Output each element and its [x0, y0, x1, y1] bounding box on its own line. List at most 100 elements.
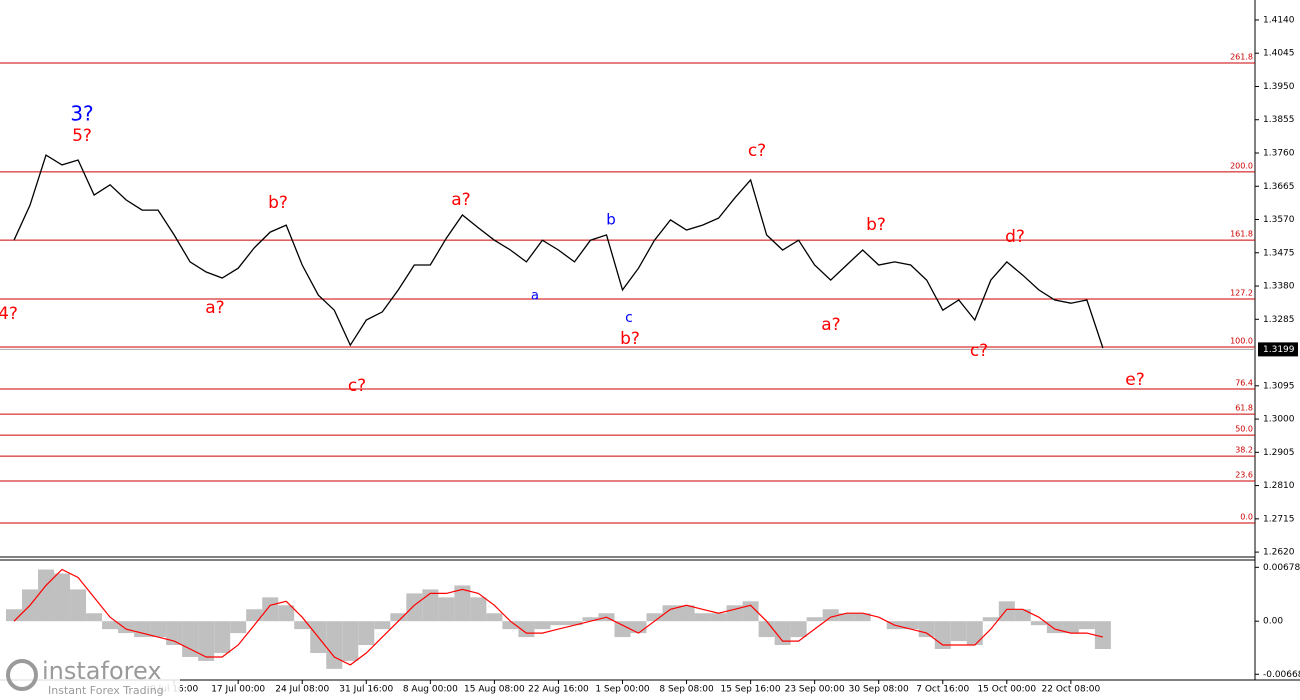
wave-label: 5?: [72, 126, 92, 146]
y-tick-label: 1.2620: [1263, 548, 1295, 558]
y-tick-label: 1.2810: [1263, 481, 1295, 491]
histogram-bar: [838, 613, 855, 622]
wave-label: c?: [748, 141, 766, 161]
wave-label: a?: [821, 315, 840, 335]
wave-label: b?: [268, 193, 288, 213]
osc-tick-label: 0.00678: [1263, 563, 1300, 573]
histogram-bar: [998, 601, 1015, 622]
fib-label: 200.0: [1230, 161, 1253, 170]
histogram-bar: [694, 613, 711, 622]
histogram-bar: [1046, 621, 1063, 634]
histogram-bar: [86, 613, 103, 622]
y-tick-label: 1.3855: [1263, 115, 1295, 125]
histogram-bar: [1030, 621, 1047, 626]
wave-label: a?: [205, 298, 224, 318]
histogram-bar: [198, 621, 215, 661]
histogram-bar: [326, 621, 343, 669]
wave-label: b?: [866, 215, 886, 235]
histogram-bar: [662, 605, 679, 622]
brand-tagline: Instant Forex Trading: [48, 684, 164, 697]
y-tick-label: 1.2905: [1263, 448, 1295, 458]
last-price-label: 1.3199: [1263, 345, 1295, 355]
histogram-bar: [982, 617, 999, 622]
x-tick-label: 23 Sep 00:00: [785, 685, 845, 695]
histogram-bar: [486, 613, 503, 622]
x-tick-label: 22 Aug 16:00: [528, 685, 589, 695]
x-tick-label: 24 Jul 08:00: [275, 685, 329, 695]
x-tick-label: 1 Sep 00:00: [595, 685, 650, 695]
fib-label: 23.6: [1235, 471, 1253, 480]
histogram-bar: [902, 621, 919, 630]
histogram-bar: [566, 621, 583, 626]
histogram-bar: [614, 621, 631, 638]
histogram-bar: [102, 621, 119, 630]
fib-label: 127.2: [1230, 288, 1253, 297]
histogram-bar: [646, 613, 663, 622]
histogram-bar: [806, 617, 823, 622]
histogram-bar: [470, 597, 487, 622]
last-price-box: [1258, 342, 1298, 357]
histogram-bar: [422, 589, 439, 622]
histogram-bar: [262, 597, 279, 622]
fib-label: 161.8: [1230, 230, 1253, 239]
y-tick-label: 1.3475: [1263, 248, 1295, 258]
histogram-bar: [54, 573, 71, 622]
wave-label: a?: [451, 190, 470, 210]
histogram-bar: [358, 621, 375, 646]
y-tick-label: 1.3000: [1263, 415, 1295, 425]
histogram-bar: [70, 589, 87, 622]
histogram-bar: [6, 609, 23, 622]
histogram-bar: [854, 613, 871, 622]
signal-line: [13, 568, 1104, 666]
y-tick-label: 1.4140: [1263, 15, 1295, 25]
y-tick-label: 1.3950: [1263, 82, 1295, 92]
y-tick-label: 1.2715: [1263, 514, 1295, 524]
y-tick-label: 1.3665: [1263, 182, 1295, 192]
histogram-bar: [390, 613, 407, 622]
fib-label: 100.0: [1230, 336, 1253, 345]
histogram-bar: [278, 605, 295, 622]
histogram-bar: [438, 597, 455, 622]
histogram-bar: [774, 621, 791, 646]
histogram-bar: [150, 621, 167, 638]
histogram-bar: [710, 613, 727, 622]
x-tick-label: 8 Aug 00:00: [403, 685, 458, 695]
histogram-bar: [1094, 621, 1111, 650]
histogram-bar: [406, 593, 423, 622]
histogram-bar: [134, 621, 151, 638]
wave-label: 4?: [0, 304, 18, 324]
histogram-bar: [182, 621, 199, 657]
logo-icon: [6, 659, 38, 691]
x-tick-label: 22 Oct 08:00: [1042, 685, 1101, 695]
x-tick-label: 30 Sep 08:00: [849, 685, 909, 695]
x-tick-label: 31 Jul 16:00: [339, 685, 393, 695]
x-tick-label: 15 Aug 08:00: [464, 685, 525, 695]
histogram-bar: [1014, 609, 1031, 622]
histogram-bar: [230, 621, 247, 634]
histogram-bar: [550, 621, 567, 626]
wave-label: b: [606, 211, 616, 229]
x-tick-label: 15 Sep 16:00: [721, 685, 781, 695]
histogram-bar: [214, 621, 231, 653]
fib-label: 61.8: [1235, 404, 1253, 413]
histogram-bar: [966, 621, 983, 646]
histogram-bar: [726, 605, 743, 622]
histogram-bar: [1062, 621, 1079, 634]
histogram-bar: [38, 569, 55, 622]
histogram-bar: [166, 621, 183, 646]
wave-label: a: [531, 289, 539, 304]
histogram-bar: [1078, 621, 1095, 630]
x-tick-label: 17 Jul 00:00: [211, 685, 265, 695]
y-tick-label: 1.3095: [1263, 381, 1295, 391]
histogram-bar: [502, 621, 519, 630]
fib-label: 0.0: [1240, 513, 1253, 522]
fib-label: 50.0: [1235, 425, 1253, 434]
wave-label: c: [625, 310, 633, 326]
histogram-bar: [630, 621, 647, 634]
y-tick-label: 1.3380: [1263, 282, 1295, 292]
wave-label: c?: [970, 341, 988, 361]
histogram-bar: [582, 617, 599, 622]
histogram-bar: [294, 621, 311, 630]
histogram-bar: [118, 621, 135, 634]
